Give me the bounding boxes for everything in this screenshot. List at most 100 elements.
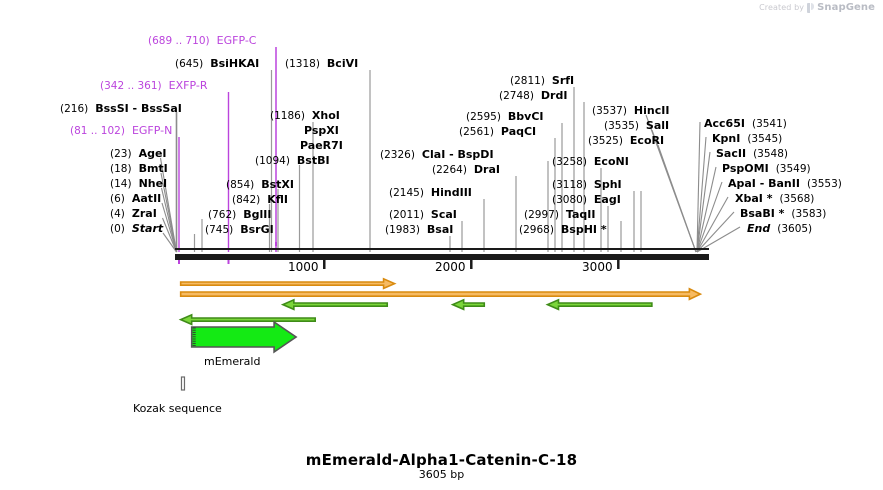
site-enzyme-name: NheI	[138, 177, 168, 190]
site-position: (3080)	[552, 194, 587, 206]
site-position: (2145)	[389, 187, 424, 199]
site-enzyme-name: BmtI	[138, 162, 168, 175]
cds-arrow-mEmerald	[190, 320, 298, 354]
site-label-egfp-n: (81 .. 102) EGFP-N	[70, 125, 172, 138]
site-label-bmti: (18) BmtI	[110, 162, 168, 176]
page-title: mEmerald-Alpha1-Catenin-C-18	[305, 451, 578, 469]
site-position: (1318)	[285, 58, 320, 70]
site-position: (2561)	[459, 126, 494, 138]
leader-line-left-fan	[162, 232, 177, 253]
site-label-drdi: (2748) DrdI	[499, 89, 568, 103]
site-enzyme-name: PspXI	[304, 124, 339, 137]
site-position: (2595)	[466, 111, 501, 123]
green-feature-arrow-3	[178, 313, 316, 326]
site-label-bsssi-bsssai: (216) BssSI - BssSaI	[60, 103, 182, 116]
site-position: (2968)	[519, 224, 554, 236]
leader-line-right-fan	[696, 121, 701, 253]
site-label-bstbi: (1094) BstBI	[255, 154, 330, 168]
site-label-drai: (2264) DraI	[432, 164, 500, 177]
green-feature-arrow-0	[280, 298, 389, 311]
site-position: (645)	[175, 58, 204, 70]
site-position: (216)	[60, 103, 89, 115]
site-enzyme-name: AgeI	[138, 147, 167, 160]
site-label-bsabi-: BsaBI * (3583)	[740, 208, 827, 221]
site-position: (842)	[232, 194, 261, 206]
site-enzyme-name: SphI	[593, 178, 622, 191]
site-enzyme-name: BsrGI	[240, 223, 274, 236]
site-enzyme-name: KflI	[267, 193, 289, 206]
site-label-bsihkai: (645) BsiHKAI	[175, 58, 259, 71]
leader-line-right-fan	[696, 226, 741, 253]
site-label-bsrgi: (745) BsrGI	[205, 223, 274, 237]
site-position: (3553)	[806, 178, 842, 190]
cds-label-mEmerald: mEmerald	[204, 355, 261, 368]
kozak-sequence-label: Kozak sequence	[133, 402, 222, 415]
site-position: (1094)	[255, 155, 290, 167]
site-position: (3537)	[592, 105, 627, 117]
ruler-tick-2000	[470, 260, 473, 269]
site-enzyme-name: ApaI - BanII	[728, 177, 800, 190]
site-label-bsphi-: (2968) BspHI *	[519, 223, 607, 237]
ruler-tick-label-2000: 2000	[435, 260, 466, 274]
site-label-agei: (23) AgeI	[110, 147, 167, 161]
leader-line-right-fan	[696, 166, 717, 253]
site-label-paqci: (2561) PaqCI	[459, 126, 536, 139]
site-label-pspxi: PspXI	[304, 125, 339, 137]
site-label-apai-banii: ApaI - BanII (3553)	[728, 177, 842, 191]
site-position: (2326)	[380, 149, 415, 161]
site-label-aatii: (6) AatII	[110, 192, 162, 206]
site-label-kpni: KpnI (3545)	[712, 133, 783, 146]
site-position: (2748)	[499, 90, 534, 102]
site-position: (2264)	[432, 164, 467, 176]
site-enzyme-name: HincII	[633, 104, 670, 117]
site-label-sphi: (3118) SphI	[552, 178, 622, 192]
site-label-srfi: (2811) SrfI	[510, 75, 574, 88]
site-enzyme-name: DrdI	[540, 89, 568, 102]
site-position: (3545)	[747, 133, 783, 145]
site-position: (2011)	[389, 209, 424, 221]
site-enzyme-name: XbaI *	[735, 192, 773, 205]
site-position: (342 .. 361)	[100, 80, 162, 92]
leader-line-right-fan	[696, 151, 711, 253]
site-enzyme-name: BspHI *	[560, 223, 607, 236]
site-position: (689 .. 710)	[148, 35, 210, 47]
site-label-end: End (3605)	[747, 223, 813, 236]
site-enzyme-name: TaqII	[565, 208, 596, 221]
site-enzyme-name: AatII	[131, 192, 162, 205]
site-label-scai: (2011) ScaI	[389, 208, 457, 222]
orange-feature-arrow-0	[179, 277, 397, 290]
site-enzyme-name: PaeR7I	[300, 139, 343, 152]
ruler-tick-label-3000: 3000	[582, 260, 613, 274]
site-position: (1983)	[385, 224, 420, 236]
site-position: (762)	[208, 209, 237, 221]
site-position: (3535)	[604, 120, 639, 132]
site-label-bglii: (762) BglII	[208, 209, 271, 222]
backbone-top-line	[175, 248, 709, 250]
site-enzyme-name: EXFP-R	[168, 79, 208, 92]
site-label-exfp-r: (342 .. 361) EXFP-R	[100, 79, 208, 93]
site-enzyme-name: BsaI	[426, 223, 454, 236]
site-enzyme-name: BstBI	[296, 154, 330, 167]
site-position: (3583)	[791, 208, 827, 220]
site-label-taqii: (2997) TaqII	[524, 208, 596, 222]
ruler-tick-label-1000: 1000	[288, 260, 319, 274]
site-enzyme-name: PspOMI	[722, 162, 769, 175]
site-enzyme-name: BciVI	[326, 57, 359, 70]
site-enzyme-name: SacII	[716, 147, 747, 160]
site-position: (3548)	[753, 148, 788, 160]
site-position: (3605)	[777, 223, 813, 235]
leader-line-left-fan	[161, 217, 178, 253]
site-enzyme-name: Acc65I	[704, 117, 745, 130]
plasmid-length-label: 3605 bp	[418, 468, 465, 481]
site-position: (2811)	[510, 75, 545, 87]
watermark-created-by-text: Created by	[759, 3, 805, 12]
green-feature-arrow-2	[545, 298, 653, 311]
site-enzyme-name: ScaI	[430, 208, 457, 221]
leader-line-left-fan	[159, 157, 178, 253]
site-enzyme-name: XhoI	[311, 109, 340, 122]
leader-line-right-fan	[696, 181, 723, 253]
site-position: (4)	[110, 208, 125, 220]
feature-tick-purple	[178, 260, 180, 264]
site-label-xbai-: XbaI * (3568)	[735, 192, 814, 206]
